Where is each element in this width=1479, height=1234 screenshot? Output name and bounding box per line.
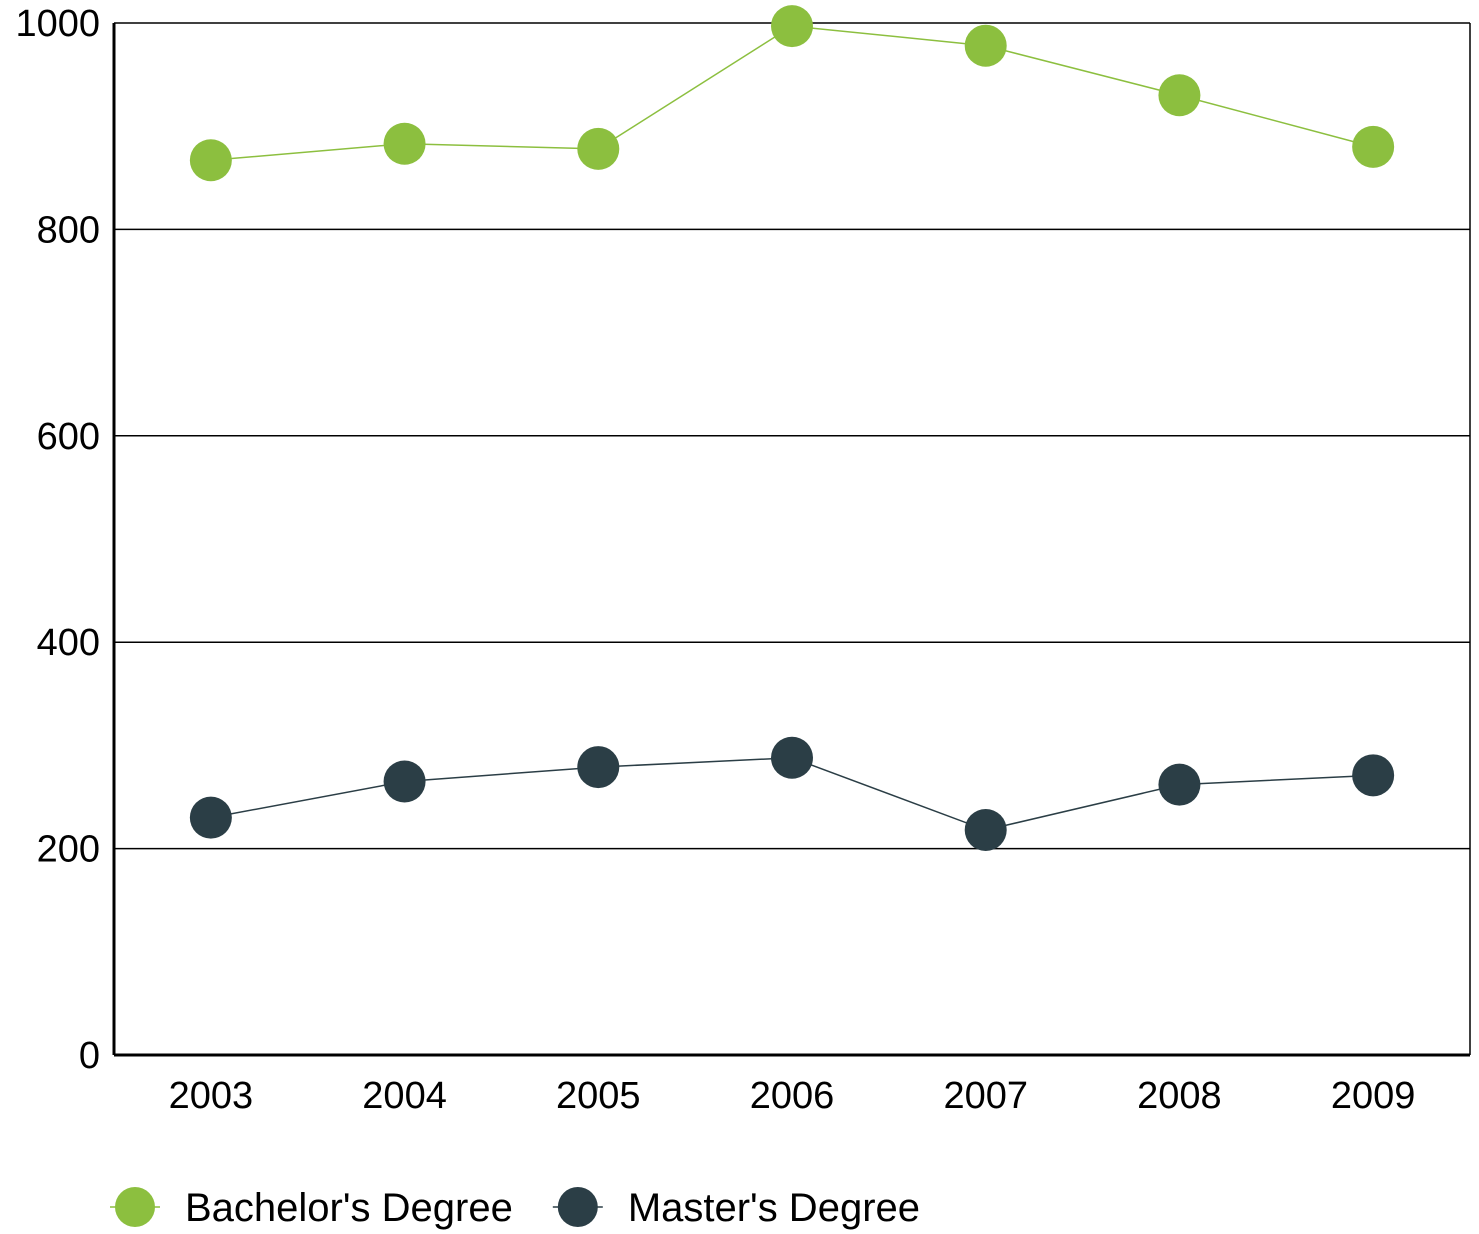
gridlines — [114, 22, 1470, 850]
x-tick-label: 2008 — [1137, 1075, 1222, 1117]
x-tick-label: 2004 — [362, 1075, 447, 1117]
data-point — [577, 746, 620, 789]
y-tick-label: 200 — [37, 829, 100, 871]
data-point — [1352, 754, 1395, 797]
data-point — [771, 5, 813, 48]
series — [189, 5, 1395, 852]
legend-marker — [115, 1187, 155, 1227]
series-1 — [189, 736, 1395, 852]
x-tick-label: 2007 — [943, 1075, 1028, 1117]
legend-label: Master's Degree — [628, 1186, 920, 1230]
y-tick-label: 0 — [79, 1035, 100, 1077]
x-tick-label: 2009 — [1331, 1075, 1416, 1117]
y-tick-label: 600 — [37, 416, 100, 458]
data-point — [577, 127, 620, 170]
data-point — [383, 122, 426, 165]
legend-label: Bachelor's Degree — [185, 1186, 513, 1230]
data-point — [189, 796, 232, 839]
legend-item-1: Master's Degree — [552, 1186, 920, 1230]
legend-marker — [557, 1187, 598, 1227]
data-point — [1158, 74, 1201, 117]
x-tick-label: 2006 — [750, 1075, 835, 1117]
y-tick-label: 1000 — [15, 3, 100, 45]
x-tick-label: 2005 — [556, 1075, 641, 1117]
legend-item-0: Bachelor's Degree — [110, 1186, 513, 1230]
data-point — [1352, 125, 1395, 168]
y-tick-label: 800 — [37, 209, 100, 251]
legend: Bachelor's Degree Master's Degree — [110, 1186, 920, 1230]
data-point — [964, 24, 1007, 67]
y-tick-labels: 0 200 400 600 800 1000 — [15, 3, 100, 1077]
x-tick-labels: 2003 2004 2005 2006 2007 2008 2009 — [169, 1075, 1416, 1117]
y-tick-label: 400 — [37, 622, 100, 664]
x-tick-label: 2003 — [169, 1075, 254, 1117]
series-0 — [189, 5, 1395, 182]
data-point — [964, 809, 1007, 852]
data-point — [771, 736, 813, 779]
axes — [112, 23, 1471, 1057]
data-point — [189, 139, 232, 182]
data-point — [1158, 763, 1201, 806]
data-point — [383, 760, 426, 803]
